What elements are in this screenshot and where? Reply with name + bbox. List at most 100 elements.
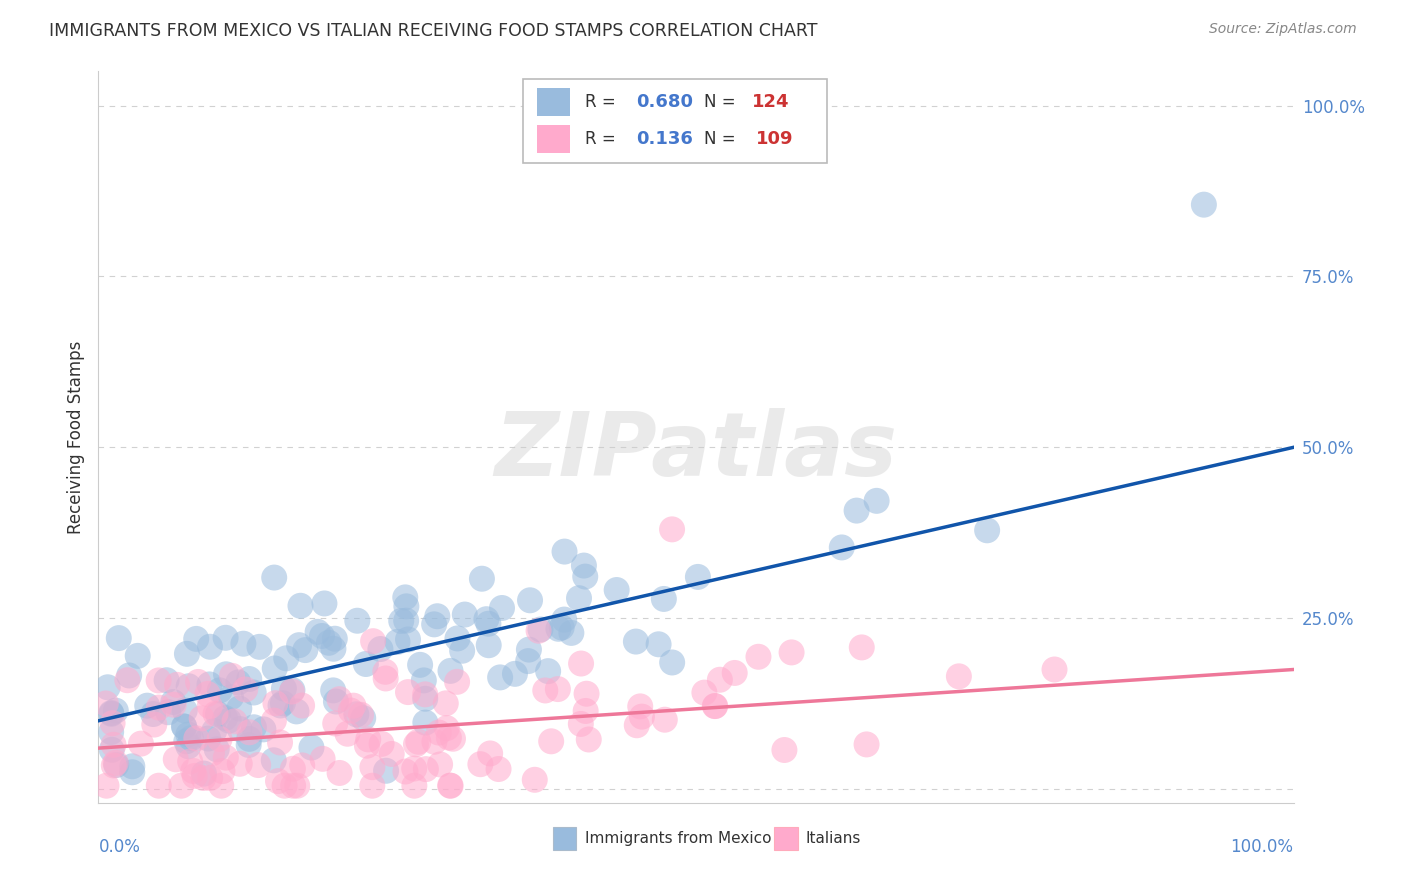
Point [626,718,648,732]
Point [503,666,526,681]
Point [374,665,396,679]
Point [574,569,596,583]
Point [517,642,540,657]
Point [269,735,291,749]
Text: 0.0%: 0.0% [98,838,141,855]
Point [361,760,384,774]
Point [344,707,367,722]
Point [686,570,709,584]
Point [209,779,232,793]
Point [470,757,492,772]
Point [243,720,266,734]
Point [143,717,166,731]
Point [173,720,195,734]
Point [537,664,560,678]
Point [342,698,364,713]
Point [221,669,243,683]
Point [703,699,725,714]
Point [193,771,215,785]
Point [247,758,270,772]
Point [325,694,347,708]
Point [661,522,683,536]
Point [488,762,510,776]
Point [103,738,125,752]
Point [263,714,285,728]
Point [550,620,572,634]
Point [218,714,240,728]
Point [249,640,271,654]
Point [357,732,380,747]
Point [314,597,336,611]
Point [976,524,998,538]
Point [290,599,312,613]
Point [747,649,769,664]
Text: ZIPatlas: ZIPatlas [495,409,897,495]
Point [413,691,436,706]
Point [211,764,233,778]
Point [186,632,208,646]
Point [179,755,201,769]
Point [441,731,464,746]
Text: R =: R = [585,129,616,148]
Point [354,657,377,671]
Point [451,644,474,658]
Point [288,638,311,652]
Point [238,725,260,739]
Point [224,714,246,729]
Point [394,764,416,779]
Point [276,651,298,665]
Point [575,704,598,718]
Point [228,701,250,715]
Point [404,779,426,793]
Y-axis label: Receiving Food Stamps: Receiving Food Stamps [66,341,84,533]
Point [301,740,323,755]
Point [183,769,205,783]
Point [575,687,598,701]
Point [855,738,877,752]
Point [198,699,221,714]
Point [228,722,250,736]
Point [529,623,551,637]
Point [426,609,449,624]
Point [162,695,184,709]
Point [519,593,541,607]
Point [427,725,450,739]
Point [318,636,340,650]
Point [226,675,249,690]
Point [229,756,252,771]
Text: Source: ZipAtlas.com: Source: ZipAtlas.com [1209,22,1357,37]
Point [197,687,219,701]
Point [101,743,124,757]
Point [328,692,350,706]
Point [429,757,451,772]
Point [709,673,731,687]
Point [177,739,200,754]
Point [395,599,418,614]
Point [865,493,887,508]
Point [491,601,513,615]
Point [173,719,195,733]
Point [232,637,254,651]
Point [409,657,432,672]
Point [97,680,120,694]
Bar [523,78,827,163]
Point [370,737,392,751]
Point [100,706,122,720]
Point [404,762,426,776]
Point [270,698,292,713]
Point [439,779,461,793]
Point [148,700,170,714]
Point [267,774,290,789]
Point [361,634,384,648]
Point [560,626,582,640]
Point [165,752,187,766]
Point [202,723,225,738]
Text: 100.0%: 100.0% [1230,838,1294,855]
Point [291,758,314,772]
Text: 0.136: 0.136 [636,129,693,148]
Point [252,723,274,737]
Point [263,661,285,675]
Point [322,641,344,656]
Point [129,737,152,751]
Text: N =: N = [704,129,735,148]
